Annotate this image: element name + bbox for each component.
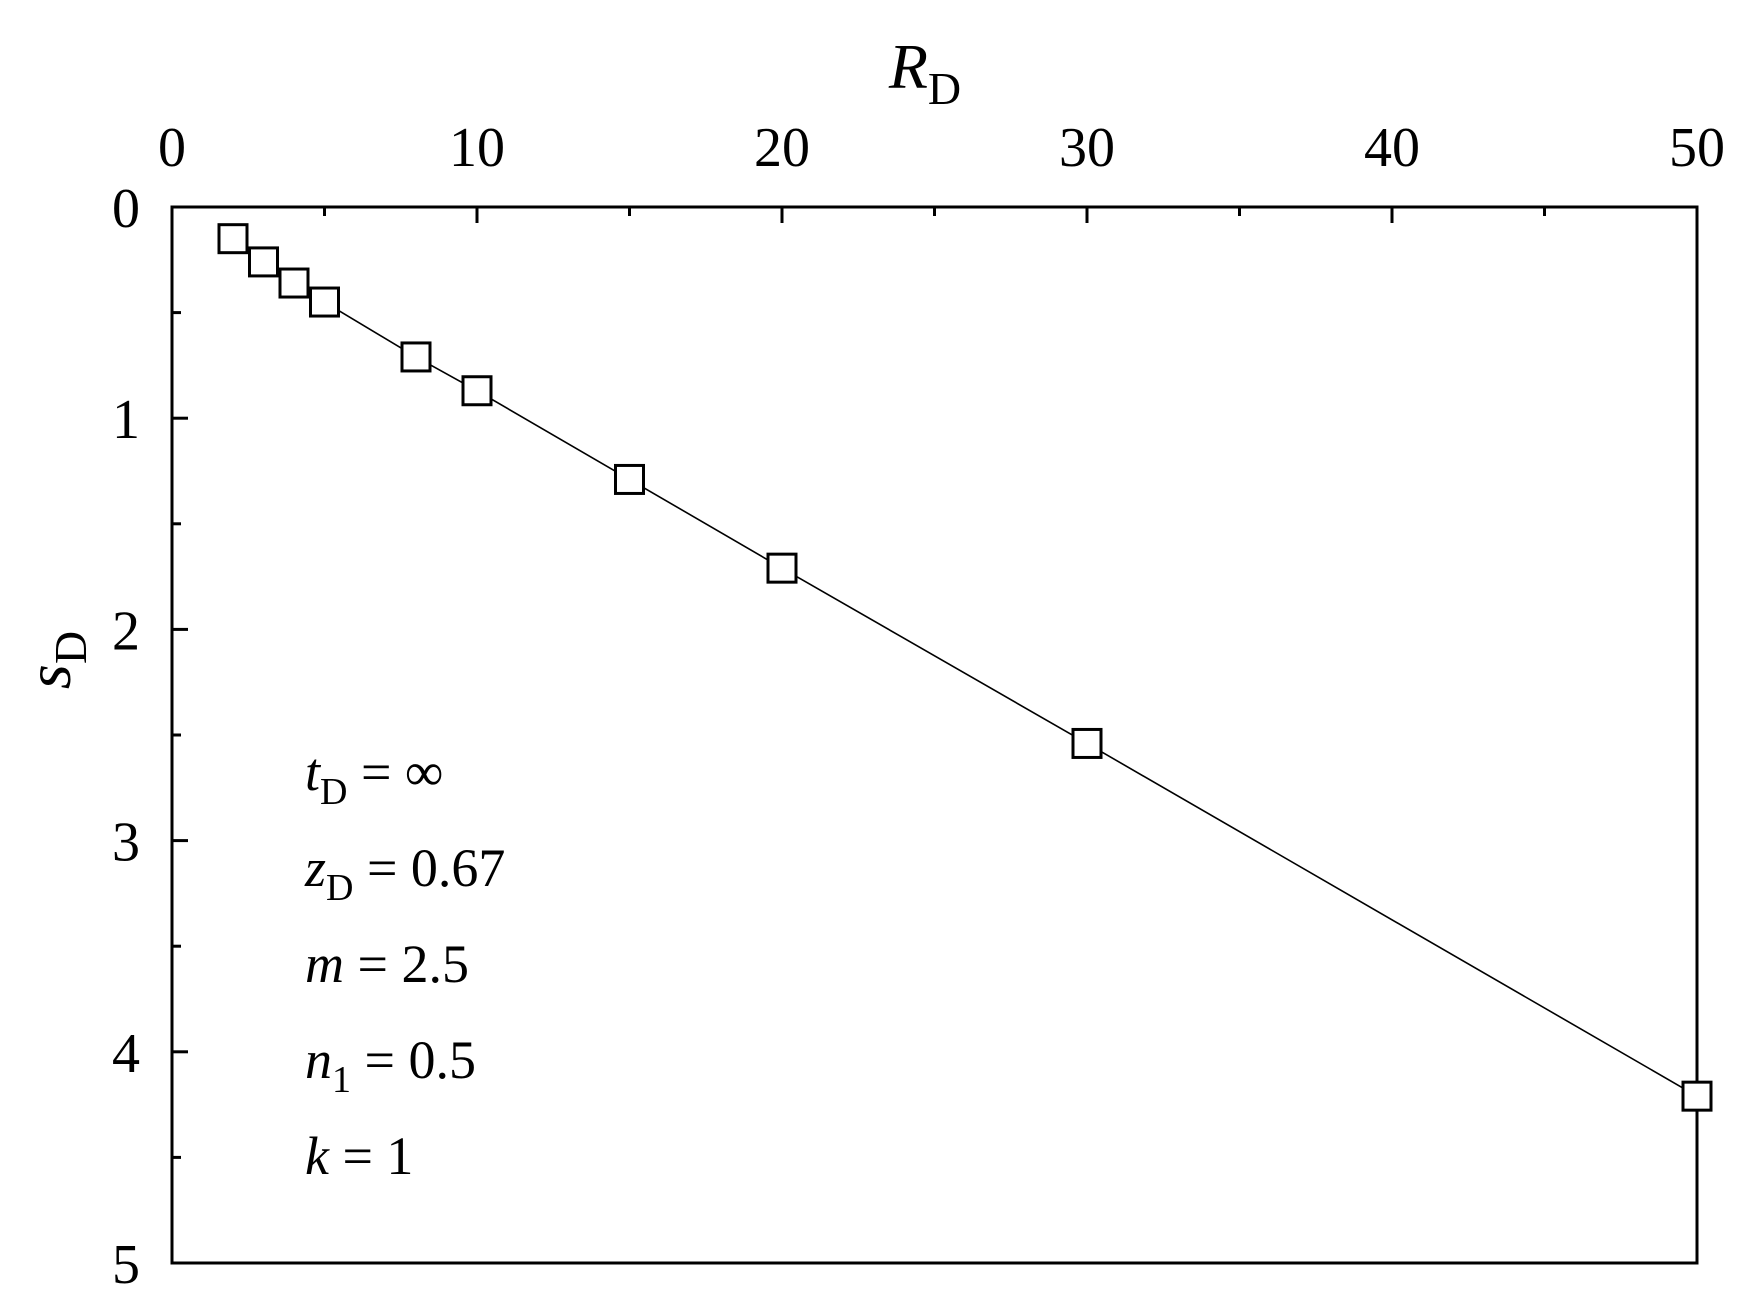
x-tick-label: 10 xyxy=(449,117,505,179)
parameter-annotation: n1 = 0.5 xyxy=(305,1030,476,1101)
data-point xyxy=(309,286,340,318)
y-axis-label: sD xyxy=(13,631,96,689)
y-tick-label: 4 xyxy=(112,1023,140,1085)
y-tick-label: 0 xyxy=(112,178,140,240)
data-point xyxy=(400,341,432,373)
parameter-annotation: m = 2.5 xyxy=(305,934,469,994)
parameter-annotation: zD = 0.67 xyxy=(304,838,505,909)
y-tick-label: 2 xyxy=(112,600,140,662)
axes: 0 10 20 30 40 50 0 1 2 3 4 5 xyxy=(112,117,1725,1296)
x-tick-label: 30 xyxy=(1059,117,1115,179)
y-tick-label: 1 xyxy=(112,389,140,451)
x-tick-label: 40 xyxy=(1364,117,1420,179)
x-tick-label: 50 xyxy=(1669,117,1725,179)
y-tick-label: 5 xyxy=(112,1234,140,1296)
parameter-annotations: tD = ∞ zD = 0.67 m = 2.5 n1 = 0.5 k = 1 xyxy=(304,742,505,1186)
parameter-annotation: k = 1 xyxy=(305,1126,413,1186)
data-point xyxy=(461,375,493,407)
axis-labels: RD sD xyxy=(13,31,961,689)
x-tick-label: 20 xyxy=(754,117,810,179)
data-point xyxy=(248,246,279,278)
data-point xyxy=(217,223,249,255)
x-tick-label: 0 xyxy=(158,117,186,179)
data-point xyxy=(614,463,645,495)
data-point xyxy=(1071,727,1103,759)
series xyxy=(217,223,1713,1112)
data-point xyxy=(278,267,310,299)
parameter-annotation: tD = ∞ xyxy=(305,742,443,813)
data-point xyxy=(766,552,798,584)
data-point xyxy=(1681,1080,1713,1112)
y-tick-label: 3 xyxy=(112,812,140,874)
x-axis-label: RD xyxy=(888,31,961,114)
